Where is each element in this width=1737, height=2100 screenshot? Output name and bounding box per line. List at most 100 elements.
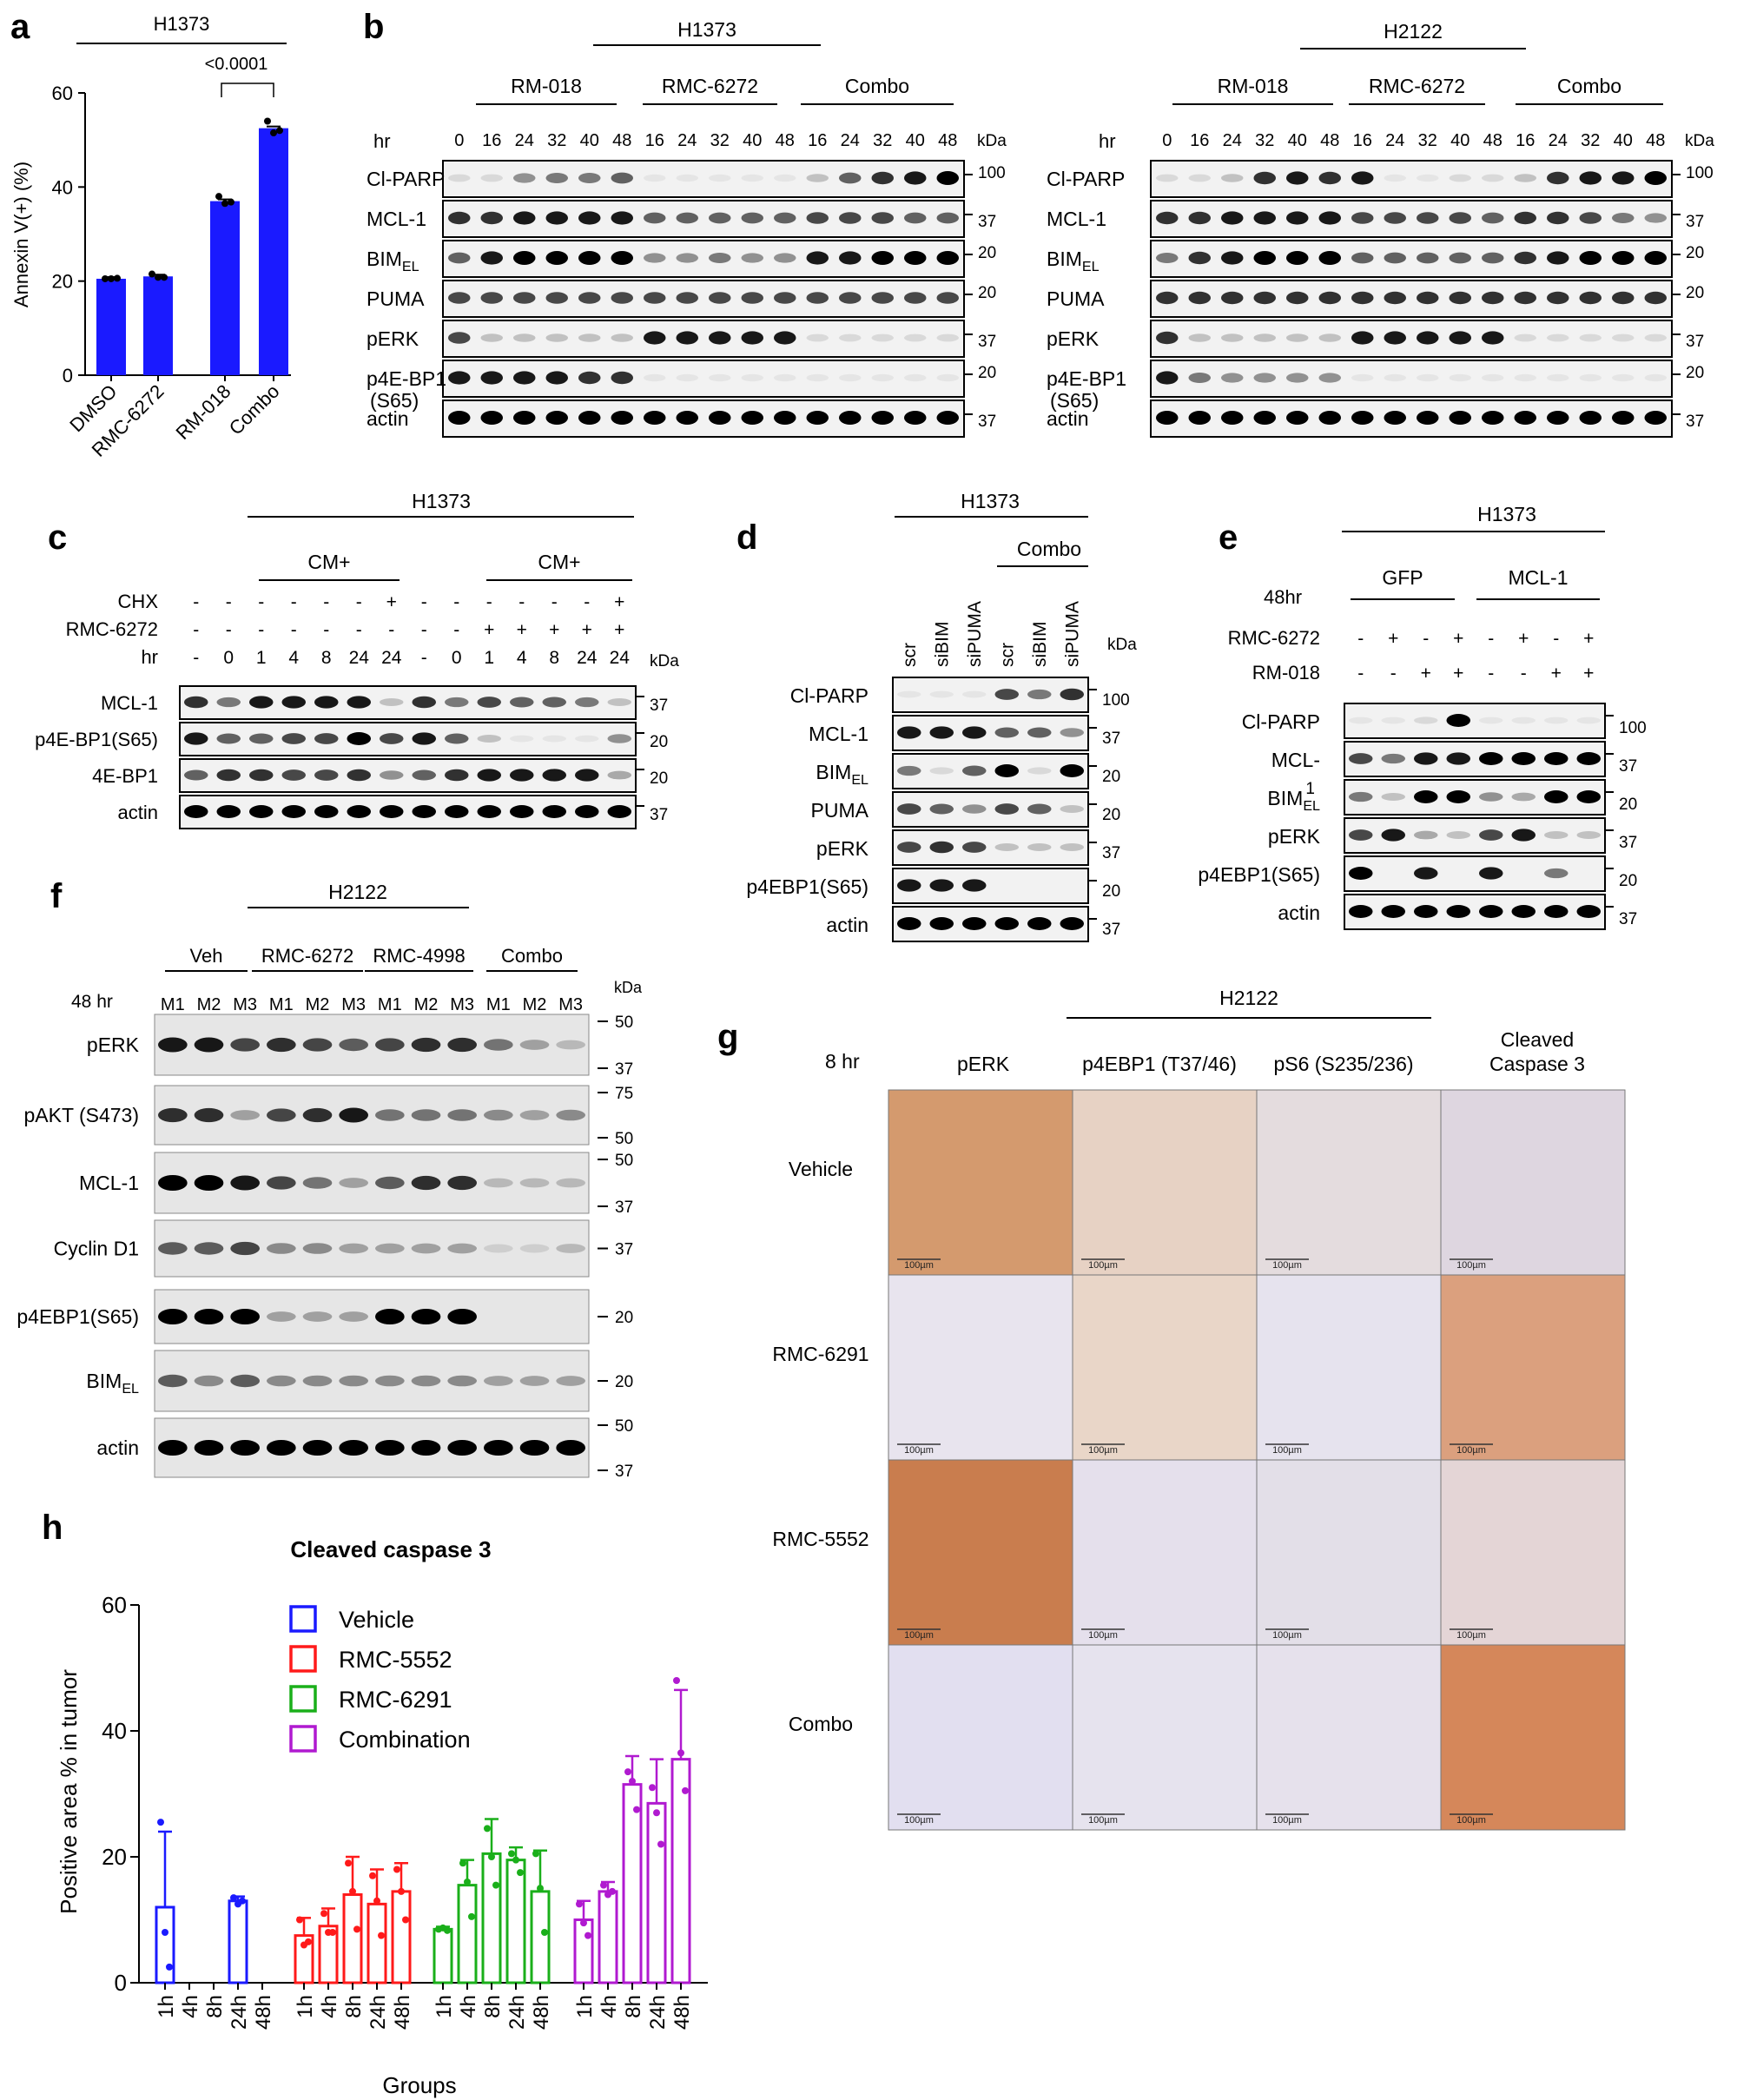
panel-a-point <box>221 200 228 208</box>
e-band <box>1414 790 1438 803</box>
e-band <box>1414 867 1438 880</box>
e-condition-value: - <box>1488 629 1494 649</box>
f-band <box>375 1243 405 1254</box>
h-bar-rmc-5552-48h <box>391 1890 412 1984</box>
blot-marker: 37 <box>1686 333 1704 351</box>
blot-band <box>936 212 959 224</box>
f-marker: 37 <box>615 1463 633 1481</box>
h-point <box>464 1879 471 1885</box>
blot-band <box>1384 411 1406 425</box>
ihc-scale-label: 100µm <box>904 1260 934 1271</box>
c-band <box>477 697 501 708</box>
f-band <box>556 1178 586 1188</box>
panel-letter-e: e <box>1219 518 1238 557</box>
panel-g-col-p4ebp1: p4EBP1 (T37/46) <box>1082 1053 1237 1075</box>
f-lane-label: M1 <box>378 995 402 1014</box>
c-band <box>542 769 566 782</box>
ihc-scale-label: 100µm <box>1088 1260 1118 1271</box>
d-band <box>962 842 987 853</box>
blot-band <box>644 373 666 382</box>
ihc-scale-label: 100µm <box>1456 1260 1486 1271</box>
panel-a-point <box>161 274 168 281</box>
h-point <box>682 1786 689 1794</box>
panel-h-title: Cleaved caspase 3 <box>290 1536 491 1562</box>
f-band <box>158 1309 188 1324</box>
blot-band <box>1417 331 1439 345</box>
h-point <box>166 1963 173 1971</box>
h-xtick-label: 48h <box>670 1995 694 2030</box>
e-band <box>1544 905 1569 918</box>
f-band <box>484 1039 513 1051</box>
blot-band <box>545 333 568 342</box>
blot-band <box>480 251 503 265</box>
blot-band <box>578 251 601 265</box>
blot-timepoint: 32 <box>1418 131 1437 150</box>
blot-band <box>839 212 862 224</box>
d-band <box>962 726 987 739</box>
blot-timepoint: 40 <box>580 131 599 150</box>
panel-g-row-vehicle: Vehicle <box>789 1158 853 1180</box>
e-band <box>1479 867 1503 880</box>
e-band <box>1511 792 1536 802</box>
f-lane-label: M3 <box>450 995 474 1014</box>
c-band <box>249 696 274 709</box>
blot-band <box>871 171 894 185</box>
d-band <box>962 690 987 698</box>
e-row-label-subscript: EL <box>1303 798 1320 814</box>
h-point <box>537 1885 544 1892</box>
blot-band <box>871 251 894 265</box>
d-band <box>1060 805 1084 813</box>
f-band <box>447 1440 478 1456</box>
c-condition-value: 1 <box>256 648 267 668</box>
c-condition-value: - <box>226 620 232 640</box>
blot-band <box>480 371 503 385</box>
blot-timepoint: 24 <box>1223 131 1242 150</box>
f-strip <box>154 1417 590 1478</box>
blot-row-label: PUMA <box>1047 287 1105 310</box>
blot-band <box>1612 333 1635 342</box>
blot-band <box>774 292 796 304</box>
e-band <box>1544 868 1569 879</box>
f-lane-label: M1 <box>161 995 185 1014</box>
h-xtick-label: 4h <box>318 1995 341 2018</box>
f-band <box>519 1178 550 1188</box>
blot-band <box>1156 211 1179 225</box>
blot-row-label-main: p4E-BP1 <box>367 367 446 390</box>
f-band <box>302 1440 333 1456</box>
f-band <box>339 1440 368 1456</box>
blot-band <box>1612 291 1635 305</box>
panel-a-point <box>270 129 277 137</box>
h-point <box>517 1869 524 1877</box>
e-band <box>1349 829 1373 841</box>
e-band <box>1381 905 1405 918</box>
blot-row-label-main: MCL-1 <box>1047 208 1106 230</box>
f-band <box>375 1038 405 1052</box>
d-band <box>994 689 1019 700</box>
blot-band <box>1482 252 1504 264</box>
blot-band <box>871 333 894 342</box>
d-band <box>962 879 987 892</box>
blot-band <box>1351 252 1374 264</box>
panel-g-col-perk: pERK <box>957 1053 1010 1075</box>
d-band <box>929 803 954 815</box>
d-strip <box>892 868 1089 904</box>
blot-band <box>1156 411 1179 425</box>
c-kda-label: kDa <box>650 652 679 670</box>
c-band <box>314 769 339 781</box>
f-lane-label: M2 <box>306 995 330 1014</box>
blot-band <box>480 333 503 342</box>
h-point <box>402 1916 409 1924</box>
f-band <box>302 1243 333 1254</box>
c-band <box>542 805 566 818</box>
ihc-scale-label: 100µm <box>1272 1815 1302 1826</box>
blot-row-label: Cl-PARP <box>1047 168 1125 190</box>
blot-band <box>676 174 698 182</box>
blot-band <box>806 333 829 342</box>
c-band <box>216 805 241 818</box>
e-row-label: BIMEL <box>1267 787 1320 814</box>
c-band <box>575 805 599 818</box>
f-marker: 37 <box>615 1241 633 1259</box>
blot-row-label-main: BIM <box>1047 248 1082 270</box>
f-row-label-main: pERK <box>87 1033 140 1056</box>
f-group-label: RMC-4998 <box>373 945 465 967</box>
